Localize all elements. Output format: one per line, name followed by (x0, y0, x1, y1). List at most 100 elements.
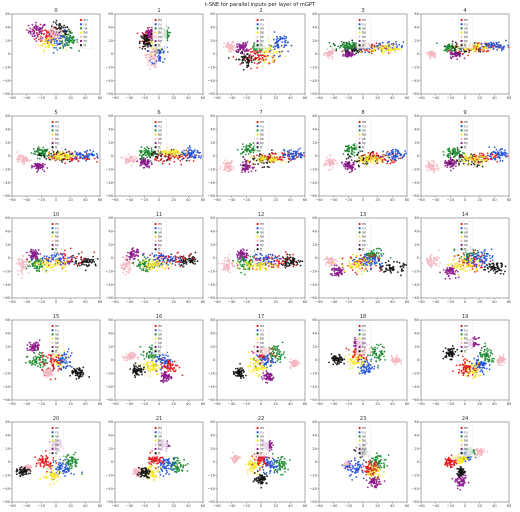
scatter-point-ru (47, 39, 49, 42)
scatter-point-tt (240, 62, 243, 64)
scatter-point-be (356, 159, 358, 162)
y-tick-label: 40 (414, 26, 419, 30)
scatter-point-en (69, 247, 72, 250)
scatter-point-kk (331, 52, 334, 54)
scatter-point-be (61, 37, 64, 40)
scatter-points (25, 19, 80, 54)
scatter-point-ru (96, 157, 99, 159)
scatter-point-uk (454, 155, 456, 158)
scatter-point-kk (133, 155, 136, 158)
scatter-point-uk (343, 41, 346, 44)
scatter-point-tt (244, 59, 247, 62)
scatter-point-be (170, 154, 172, 156)
scatter-point-tt (348, 51, 350, 54)
scatter-point-tt (261, 166, 264, 169)
x-tick-label: 40 (186, 198, 191, 202)
scatter-point-ru (281, 41, 284, 43)
scatter-point-kk (327, 159, 330, 161)
scatter-point-uk (459, 150, 461, 153)
scatter-point-ru (278, 55, 280, 58)
scatter-point-tt (82, 261, 84, 264)
scatter-point-tt (153, 151, 156, 154)
scatter-point-ky (39, 163, 42, 166)
scatter-point-en (63, 249, 66, 252)
scatter-point-be (370, 49, 373, 51)
scatter-point-be (397, 48, 399, 51)
scatter-point-ky (352, 161, 355, 164)
scatter-point-be (250, 155, 253, 158)
legend-marker-kk (358, 35, 361, 38)
scatter-point-uk (37, 269, 40, 272)
scatter-point-tt (451, 153, 454, 155)
scatter-point-tt (56, 150, 59, 153)
scatter-point-uk (37, 149, 40, 152)
scatter-point-ru (62, 256, 64, 259)
scatter-point-be (169, 150, 172, 153)
scatter-point-ru (395, 43, 398, 45)
scatter-point-ru (64, 29, 67, 32)
scatter-point-kk (230, 45, 233, 48)
panel-title: 2 (259, 8, 262, 14)
scatter-point-uk (436, 42, 438, 45)
scatter-point-uk (143, 149, 145, 152)
scatter-point-kk (330, 161, 333, 164)
scatter-point-ru (276, 43, 279, 45)
panel-title: 1 (157, 8, 160, 14)
scatter-point-be (176, 150, 178, 153)
scatter-point-be (391, 48, 394, 51)
scatter-point-be (360, 158, 363, 161)
scatter-point-kk (147, 56, 149, 59)
scatter-point-ky (236, 43, 239, 46)
scatter-point-be (268, 158, 271, 161)
scatter-point-be (185, 150, 188, 153)
scatter-point-kk (132, 158, 135, 161)
scatter-point-ru (379, 42, 381, 45)
scatter-point-be (262, 160, 265, 163)
scatter-point-ru (282, 148, 285, 151)
scatter-point-be (382, 157, 384, 160)
x-tick-label: 20 (477, 198, 482, 202)
x-tick-label: −20 (38, 198, 46, 202)
x-tick-label: −20 (447, 198, 455, 202)
scatter-point-kk (149, 68, 152, 71)
scatter-point-ky (31, 23, 34, 26)
scatter-point-be (473, 50, 476, 53)
scatter-point-ky (41, 27, 43, 30)
scatter-point-tt (45, 149, 48, 152)
scatter-point-en (259, 57, 262, 60)
legend-label-kk: kk (84, 35, 88, 39)
scatter-point-en (253, 62, 256, 64)
scatter-point-be (389, 51, 392, 53)
scatter-point-en (281, 159, 284, 162)
scatter-point-kk (229, 169, 232, 172)
scatter-point-ky (146, 161, 149, 164)
scatter-point-uk (343, 46, 346, 48)
x-tick-label: −20 (345, 96, 353, 100)
scatter-point-en (243, 58, 246, 61)
scatter-point-uk (64, 40, 67, 42)
scatter-point-uk (29, 265, 31, 268)
y-tick-label: 40 (210, 128, 215, 132)
scatter-point-kk (228, 163, 231, 166)
scatter-point-uk (454, 150, 457, 153)
scatter-point-be (45, 46, 47, 48)
scatter-point-en (76, 255, 78, 258)
scatter-point-ky (142, 163, 144, 165)
scatter-point-kk (436, 162, 438, 165)
scatter-point-ru (289, 157, 292, 160)
scatter-point-be (381, 52, 384, 55)
scatter-point-en (77, 160, 80, 163)
scatter-point-ru (285, 44, 288, 47)
legend-marker-en (154, 120, 157, 124)
scatter-point-ru (277, 39, 280, 42)
scatter-point-uk (38, 259, 41, 262)
scatter-point-en (157, 160, 160, 162)
scatter-point-kk (334, 159, 337, 162)
scatter-point-be (481, 162, 484, 164)
scatter-point-ky (240, 44, 242, 47)
scatter-point-ky (29, 27, 32, 30)
scatter-point-tt (138, 42, 141, 45)
scatter-point-be (363, 162, 366, 165)
scatter-point-ru (273, 31, 276, 33)
scatter-point-ru (394, 152, 397, 155)
